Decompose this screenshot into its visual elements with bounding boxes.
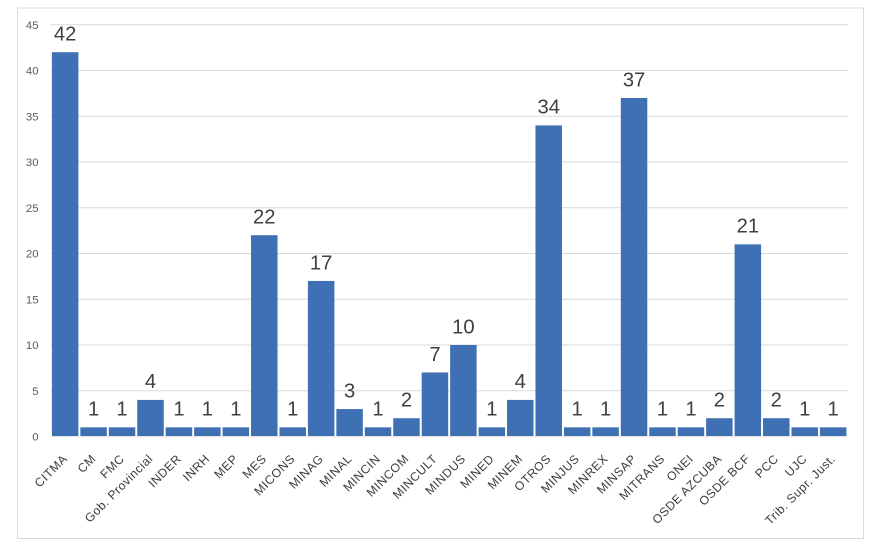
svg-text:42: 42 (54, 24, 76, 46)
svg-text:45: 45 (26, 20, 39, 32)
svg-text:7: 7 (429, 344, 440, 366)
svg-text:2: 2 (771, 390, 782, 412)
svg-text:1: 1 (657, 399, 668, 421)
svg-text:1: 1 (799, 399, 810, 421)
svg-text:35: 35 (26, 111, 39, 123)
svg-text:30: 30 (26, 157, 39, 169)
svg-text:1: 1 (230, 399, 241, 421)
svg-text:5: 5 (32, 386, 38, 398)
svg-text:3: 3 (344, 380, 355, 402)
svg-text:34: 34 (537, 97, 559, 119)
svg-text:1: 1 (88, 399, 99, 421)
svg-text:15: 15 (26, 294, 39, 306)
svg-text:1: 1 (116, 399, 127, 421)
svg-text:1: 1 (685, 399, 696, 421)
svg-text:2: 2 (401, 390, 412, 412)
svg-text:17: 17 (310, 252, 332, 274)
svg-text:22: 22 (253, 207, 275, 229)
svg-text:1: 1 (173, 399, 184, 421)
svg-text:21: 21 (737, 216, 759, 238)
svg-text:25: 25 (26, 203, 39, 215)
svg-text:37: 37 (623, 69, 645, 91)
svg-text:1: 1 (202, 399, 213, 421)
svg-text:1: 1 (287, 399, 298, 421)
svg-text:10: 10 (26, 340, 39, 352)
svg-text:4: 4 (515, 371, 526, 393)
svg-text:2: 2 (714, 390, 725, 412)
svg-text:20: 20 (26, 249, 39, 261)
svg-text:1: 1 (486, 399, 497, 421)
svg-text:1: 1 (572, 399, 583, 421)
svg-text:1: 1 (600, 399, 611, 421)
svg-text:40: 40 (26, 66, 39, 78)
svg-text:4: 4 (145, 371, 156, 393)
svg-text:10: 10 (452, 316, 474, 338)
svg-text:1: 1 (372, 399, 383, 421)
svg-text:1: 1 (828, 399, 839, 421)
svg-text:0: 0 (32, 432, 38, 444)
